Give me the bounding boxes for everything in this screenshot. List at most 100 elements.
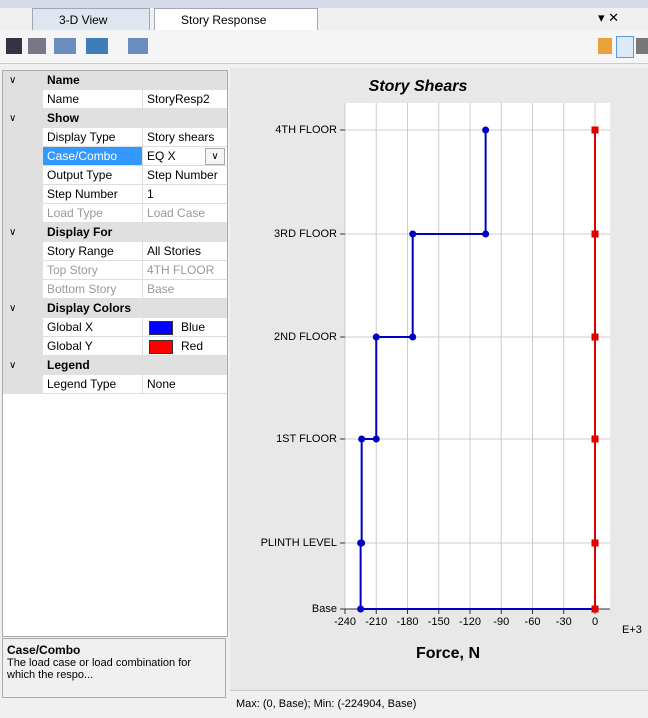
chart-title: Story Shears [369,78,468,95]
gutter [3,90,43,109]
data-point [358,435,366,443]
property-row[interactable]: Output Type Step Number [3,166,227,185]
description-title: Case/Combo [7,643,81,657]
property-label: Legend Type [43,375,143,393]
data-point [591,126,599,134]
gutter [3,128,43,147]
list-icon[interactable] [616,36,634,58]
property-row[interactable]: Bottom Story Base [3,280,227,299]
property-row[interactable]: Story Range All Stories [3,242,227,261]
x-tick-label: -180 [396,616,418,628]
property-value: StoryResp2 [147,92,210,106]
x-tick-label: -60 [525,616,541,628]
property-label: Global X [43,318,143,336]
section-header[interactable]: Show [3,109,227,128]
description-box: Case/Combo The load case or load combina… [2,638,226,698]
status-bar: Max: (0, Base); Min: (-224904, Base) [230,690,648,717]
property-label: Bottom Story [43,280,143,298]
data-point [357,539,365,547]
description-text: The load case or load combination for wh… [7,657,192,681]
property-value: 4TH FLOOR [147,263,215,277]
gutter [3,318,43,337]
property-value: 1 [147,187,154,201]
property-row[interactable]: Case/Combo EQ X ∨ [3,147,227,166]
toolbar [0,31,648,64]
display-icon[interactable] [54,38,76,54]
chart-icon[interactable] [128,38,148,54]
data-point [357,605,365,613]
property-label: Step Number [43,185,143,203]
property-row[interactable]: Global Y Red [3,337,227,356]
property-value: None [147,377,176,391]
property-label: Global Y [43,337,143,355]
table-icon[interactable] [86,38,108,54]
section-header[interactable]: Legend [3,356,227,375]
x-tick-label: 0 [592,616,598,628]
data-point [409,230,417,238]
print-icon[interactable] [28,38,46,54]
color-swatch [149,321,173,335]
data-point [409,333,417,341]
data-point [591,333,599,341]
property-value: EQ X [147,149,176,163]
property-row[interactable]: Name StoryResp2 [3,90,227,109]
plot-area [345,103,610,609]
property-row[interactable]: Load Type Load Case [3,204,227,223]
gutter [3,261,43,280]
data-point [591,435,599,443]
x-axis-label: Force, N [416,645,480,662]
gutter [3,337,43,356]
y-tick-label: 1ST FLOOR [276,433,337,445]
chevron: ∨ [9,113,17,124]
gutter [3,166,43,185]
property-grid: Name ∨ Name StoryResp2 Show ∨ Display Type Stor… [2,70,228,637]
chevron: ∨ [9,227,17,238]
color-swatch [149,340,173,354]
gutter [3,242,43,261]
data-point [591,605,599,613]
section-header[interactable]: Display Colors [3,299,227,318]
data-point [591,230,599,238]
property-value: Story shears [147,130,215,144]
section-header[interactable]: Name [3,71,227,90]
chevron: ∨ [9,303,17,314]
property-row[interactable]: Step Number 1 [3,185,227,204]
property-label: Name [43,90,143,108]
property-value: Red [181,339,204,353]
chevron: ∨ [9,360,17,371]
pencil-icon[interactable] [598,38,612,54]
section-header[interactable]: Display For [3,223,227,242]
data-point [372,435,380,443]
data-point [591,539,599,547]
property-row[interactable]: Legend Type None [3,375,227,394]
property-value: Base [147,282,175,296]
property-label: Display Type [43,128,143,146]
tab-active[interactable]: Story Response [154,8,318,30]
property-value: Step Number [147,168,218,182]
property-label: Story Range [43,242,143,260]
y-tick-label: 4TH FLOOR [275,124,337,136]
x-tick-label: -210 [365,616,387,628]
move-icon[interactable] [636,38,648,54]
property-row[interactable]: Global X Blue [3,318,227,337]
x-tick-label: -240 [334,616,356,628]
x-unit: E+3 [622,624,642,636]
property-value: Blue [181,320,206,334]
property-row[interactable]: Top Story 4TH FLOOR [3,261,227,280]
data-point [372,333,380,341]
property-row[interactable]: Display Type Story shears [3,128,227,147]
chevron: ∨ [9,75,17,86]
top-strip [0,0,648,8]
window-controls[interactable]: ▾ ✕ [598,10,620,25]
y-tick-label: Base [312,603,337,615]
property-value: All Stories [147,244,202,258]
gutter [3,280,43,299]
chart: Story Shears Force, N E+3 -240 -210 -180 -1… [230,68,648,690]
y-tick-label: 3RD FLOOR [274,228,337,240]
save-icon[interactable] [6,38,22,54]
tab[interactable]: 3-D View [32,8,150,30]
property-label: Top Story [43,261,143,279]
property-value: Load Case [147,206,206,220]
dropdown: ∨ [205,148,225,165]
